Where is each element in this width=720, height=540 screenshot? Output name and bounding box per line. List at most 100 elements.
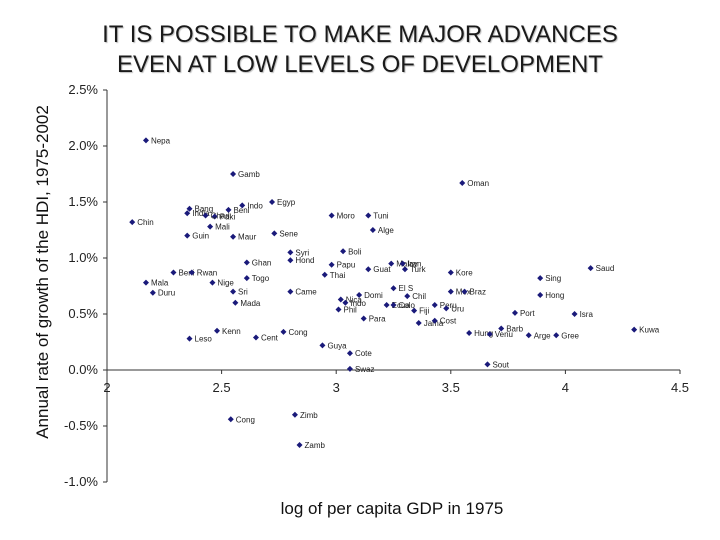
point-marker bbox=[390, 302, 397, 309]
data-point: El S bbox=[390, 284, 414, 293]
data-point: Nepa bbox=[142, 136, 171, 145]
y-tick-label: 1.0% bbox=[68, 250, 98, 265]
point-marker bbox=[461, 288, 468, 295]
data-point: Hond bbox=[287, 256, 314, 265]
point-label: Kenn bbox=[222, 327, 241, 336]
point-marker bbox=[383, 302, 390, 309]
point-label: Swaz bbox=[355, 365, 375, 374]
point-marker bbox=[319, 342, 326, 349]
point-label: Mada bbox=[240, 299, 261, 308]
data-point: Tuni bbox=[365, 211, 389, 220]
data-point: Sene bbox=[271, 229, 299, 238]
point-label: Kuwa bbox=[639, 326, 660, 335]
point-marker bbox=[129, 219, 136, 226]
data-point: Moro bbox=[328, 211, 355, 220]
point-label: Venu bbox=[495, 330, 513, 339]
point-marker bbox=[404, 293, 411, 300]
point-label: Beni bbox=[233, 206, 249, 215]
y-tick-label: -0.5% bbox=[64, 418, 98, 433]
point-label: Phil bbox=[343, 306, 357, 315]
data-point: Peru bbox=[431, 301, 457, 310]
point-marker bbox=[214, 327, 221, 334]
data-point: Egyp bbox=[269, 198, 296, 207]
point-label: India bbox=[192, 209, 210, 218]
point-label: Tuni bbox=[373, 211, 388, 220]
point-marker bbox=[230, 233, 237, 240]
data-point: Kore bbox=[447, 269, 473, 278]
data-point: Mali bbox=[207, 223, 230, 232]
x-axis-label: log of per capita GDP in 1975 bbox=[281, 499, 504, 518]
point-label: Mala bbox=[151, 279, 169, 288]
point-label: Nica bbox=[346, 295, 363, 304]
data-point: Nica bbox=[337, 295, 363, 304]
point-marker bbox=[211, 213, 218, 220]
point-marker bbox=[390, 285, 397, 292]
point-marker bbox=[271, 230, 278, 237]
point-label: Cost bbox=[440, 317, 457, 326]
data-point: Paki bbox=[211, 213, 236, 222]
data-point: Ecua bbox=[383, 301, 411, 310]
point-marker bbox=[415, 319, 422, 326]
point-marker bbox=[340, 248, 347, 255]
data-point: Zimb bbox=[291, 411, 318, 420]
point-label: Gamb bbox=[238, 170, 260, 179]
chart-title: IT IS POSSIBLE TO MAKE MAJOR ADVANCES EV… bbox=[102, 21, 618, 78]
data-point: Swaz bbox=[346, 365, 375, 374]
point-marker bbox=[243, 259, 250, 266]
point-label: Chin bbox=[137, 218, 153, 227]
data-point: Duru bbox=[149, 289, 175, 298]
point-marker bbox=[280, 328, 287, 335]
point-label: Egyp bbox=[277, 198, 296, 207]
point-label: Cong bbox=[288, 328, 307, 337]
point-label: Sene bbox=[279, 229, 298, 238]
data-point: Sing bbox=[537, 274, 561, 283]
data-point: Cent bbox=[252, 334, 279, 343]
point-marker bbox=[571, 311, 578, 317]
data-point: Isra bbox=[571, 310, 594, 319]
x-tick-label: 3 bbox=[333, 380, 340, 395]
point-label: Iran bbox=[408, 260, 422, 269]
data-point: Saud bbox=[587, 264, 614, 273]
point-label: Mali bbox=[215, 223, 230, 232]
data-point: Jama bbox=[415, 319, 444, 328]
point-label: Port bbox=[520, 309, 535, 318]
point-label: Syri bbox=[295, 248, 309, 257]
point-marker bbox=[296, 442, 303, 449]
point-marker bbox=[328, 212, 335, 219]
point-label: Boli bbox=[348, 247, 362, 256]
data-point: Maur bbox=[230, 233, 257, 242]
point-label: Turk bbox=[410, 265, 427, 274]
point-marker bbox=[411, 307, 418, 314]
point-label: Sri bbox=[238, 288, 248, 297]
x-tick-label: 2 bbox=[103, 380, 110, 395]
point-label: Isra bbox=[580, 310, 594, 319]
data-point: Malay bbox=[388, 260, 418, 269]
point-label: Ecua bbox=[392, 301, 411, 310]
point-marker bbox=[269, 199, 276, 205]
point-marker bbox=[287, 249, 294, 256]
data-point: Cost bbox=[431, 317, 457, 326]
data-point: Beni bbox=[170, 269, 195, 278]
point-marker bbox=[252, 334, 259, 341]
data-point: Indo bbox=[239, 201, 263, 210]
y-axis-label: Annual rate of growth of the HDI, 1975-2… bbox=[33, 105, 52, 439]
point-marker bbox=[356, 291, 363, 298]
data-point: Hung bbox=[466, 329, 493, 338]
point-marker bbox=[149, 289, 156, 296]
point-label: Domi bbox=[364, 291, 383, 300]
data-point: Cong bbox=[280, 328, 308, 337]
point-label: El S bbox=[399, 284, 414, 293]
point-label: Braz bbox=[470, 288, 486, 297]
point-label: Paki bbox=[220, 213, 236, 222]
point-marker bbox=[239, 202, 246, 209]
point-label: Kore bbox=[456, 269, 473, 278]
data-point: Para bbox=[360, 314, 386, 323]
data-point: Came bbox=[287, 288, 317, 297]
point-label: Beni bbox=[178, 269, 194, 278]
data-point: Fiji bbox=[411, 307, 430, 316]
y-tick-label: 0.0% bbox=[68, 362, 98, 377]
data-point: Chin bbox=[129, 218, 154, 227]
point-label: Cote bbox=[355, 349, 372, 358]
point-marker bbox=[537, 291, 544, 298]
point-label: Cong bbox=[236, 415, 255, 424]
